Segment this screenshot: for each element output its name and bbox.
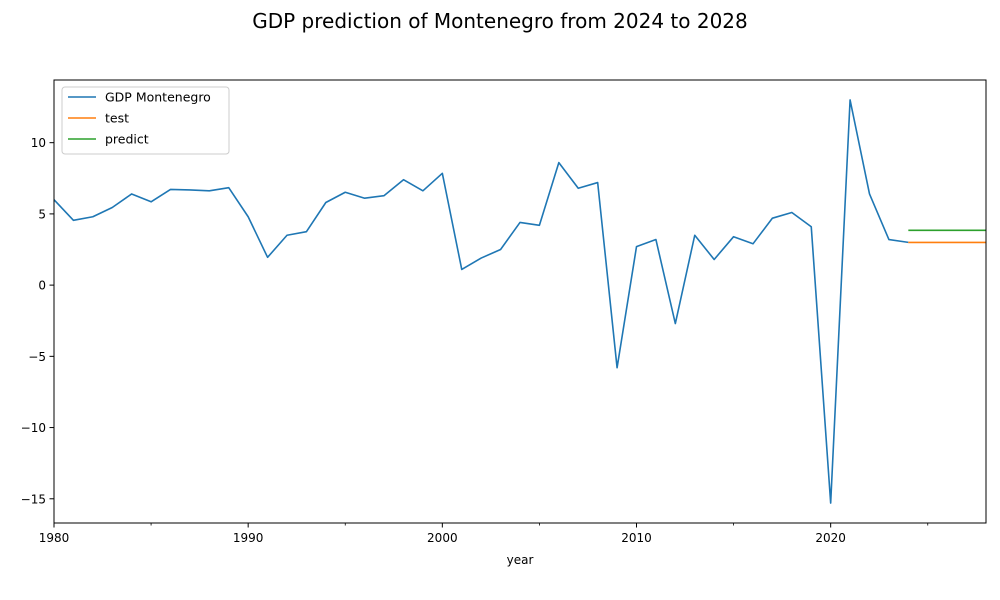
- chart-title: GDP prediction of Montenegro from 2024 t…: [252, 9, 748, 33]
- x-tick-label: 2010: [621, 531, 652, 545]
- series-line-0: [54, 99, 909, 504]
- y-axis: −15 −10 −5 0 5 10: [21, 136, 54, 506]
- legend: GDP Montenegro test predict: [61, 86, 230, 155]
- y-tick-label: 5: [38, 207, 46, 221]
- x-axis: 1980 1990 2000 2010 2020: [39, 523, 929, 545]
- y-tick-label: −10: [21, 421, 46, 435]
- y-tick-label: −5: [28, 350, 46, 364]
- y-tick-label: 10: [31, 136, 46, 150]
- legend-label-0: GDP Montenegro: [105, 90, 211, 105]
- x-tick-label: 2000: [427, 531, 458, 545]
- legend-label-1: test: [105, 111, 129, 126]
- legend-label-2: predict: [105, 132, 149, 147]
- legend-box: [61, 86, 230, 155]
- series-layer: [54, 99, 986, 504]
- plot-frame: [53, 79, 987, 524]
- x-tick-label: 2020: [815, 531, 846, 545]
- y-tick-label: −15: [21, 492, 46, 506]
- x-tick-label: 1980: [39, 531, 70, 545]
- x-tick-label: 1990: [233, 531, 264, 545]
- x-axis-label: year: [507, 553, 534, 567]
- y-tick-label: 0: [38, 279, 46, 293]
